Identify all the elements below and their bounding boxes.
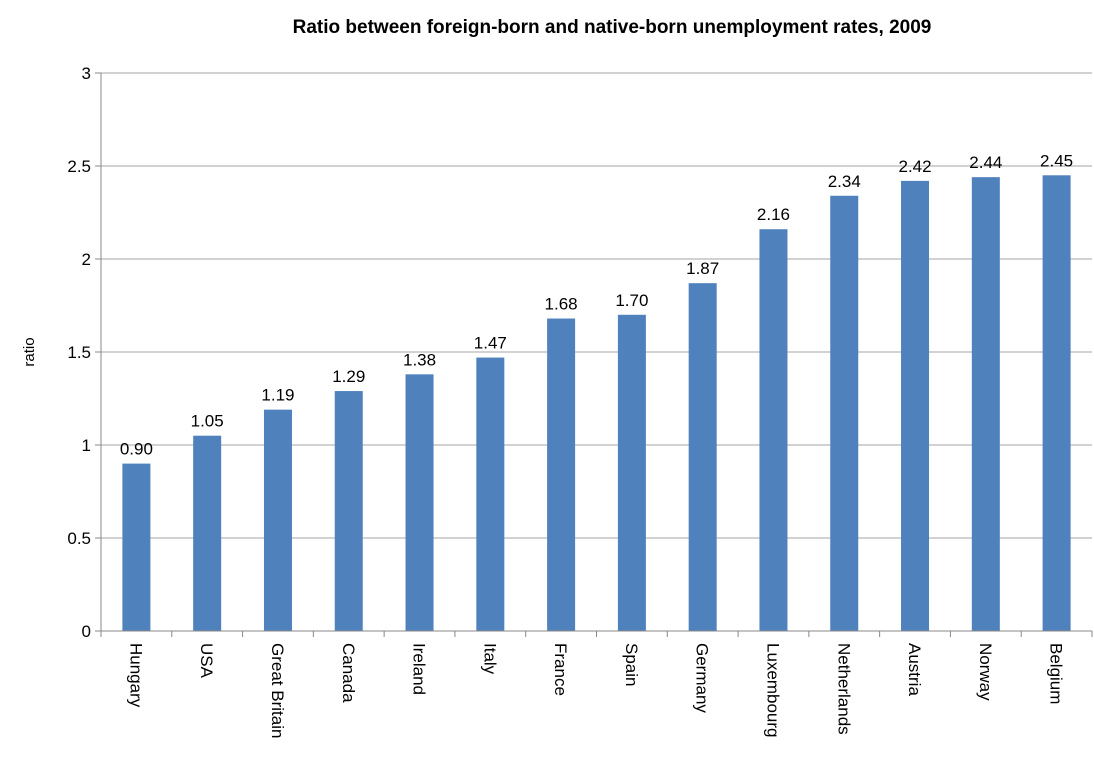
value-label: 1.47	[474, 334, 507, 353]
bar-france	[547, 318, 576, 631]
y-axis-label: ratio	[21, 337, 38, 366]
bar-norway	[971, 177, 1000, 631]
category-label: Germany	[693, 643, 712, 713]
bar-spain	[617, 314, 646, 631]
value-label: 2.42	[898, 157, 931, 176]
category-label: Great Britain	[268, 643, 287, 738]
bar-germany	[688, 283, 717, 631]
category-label: Netherlands	[834, 643, 853, 735]
bar-italy	[476, 357, 505, 631]
y-tick-label: 0	[82, 622, 91, 641]
bars	[122, 175, 1071, 632]
bar-canada	[334, 391, 363, 631]
value-label: 1.29	[332, 367, 365, 386]
value-label: 0.90	[120, 440, 153, 459]
y-tick-labels: 0 0.5 1 1.5 2 2.5 3	[67, 64, 91, 641]
y-tick-label: 1.5	[67, 343, 91, 362]
bar-belgium	[1042, 175, 1071, 632]
value-label: 1.05	[191, 412, 224, 431]
chart-title: Ratio between foreign-born and native-bo…	[293, 17, 932, 38]
value-labels: 0.90 1.05 1.19 1.29 1.38 1.47 1.68 1.70 1.87 2.16…	[120, 151, 1073, 458]
category-label: Spain	[622, 643, 641, 686]
gridlines	[101, 72, 1092, 539]
category-label: France	[551, 643, 570, 696]
category-label: Belgium	[1047, 643, 1066, 704]
category-label: Austria	[905, 643, 924, 696]
y-tick-label: 2.5	[67, 157, 91, 176]
category-label: USA	[197, 643, 216, 679]
value-label: 1.87	[686, 259, 719, 278]
value-label: 1.19	[261, 386, 294, 405]
category-label: Italy	[480, 643, 499, 675]
category-label: Canada	[339, 643, 358, 703]
value-label: 2.45	[1040, 151, 1073, 170]
value-label: 2.16	[757, 205, 790, 224]
bar-great-britain	[263, 409, 292, 631]
bar-usa	[193, 435, 222, 631]
y-tick-label: 1	[82, 436, 91, 455]
value-label: 2.44	[969, 153, 1002, 172]
bar-austria	[901, 180, 930, 631]
category-label: Norway	[976, 643, 995, 701]
y-tick-label: 3	[82, 64, 91, 83]
y-tick-label: 2	[82, 250, 91, 269]
bar-ireland	[405, 374, 434, 631]
bar-hungary	[122, 463, 151, 631]
value-label: 2.34	[828, 172, 861, 191]
value-label: 1.68	[545, 295, 578, 314]
bar-netherlands	[830, 195, 859, 631]
category-labels: Hungary USA Great Britain Canada Ireland Ital…	[126, 643, 1065, 738]
category-label: Luxembourg	[763, 643, 782, 738]
bar-luxembourg	[759, 229, 788, 632]
axes	[95, 72, 1093, 637]
y-tick-label: 0.5	[67, 529, 91, 548]
value-label: 1.70	[615, 291, 648, 310]
value-label: 1.38	[403, 350, 436, 369]
category-label: Hungary	[126, 643, 145, 708]
category-label: Ireland	[410, 643, 429, 695]
